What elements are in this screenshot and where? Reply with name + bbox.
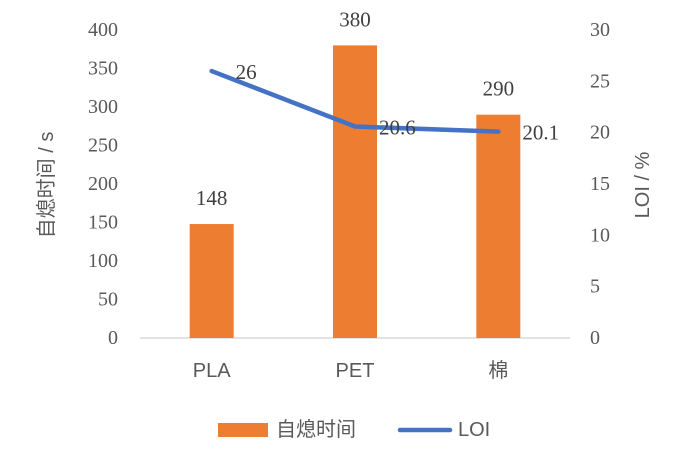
y2-tick-label: 30: [590, 19, 610, 41]
y2-tick-label: 15: [590, 173, 610, 195]
y-tick-label: 0: [108, 327, 118, 349]
data-labels: 148 380 290 26 20.6 20.1: [196, 7, 559, 210]
y-tick-label: 400: [88, 19, 118, 41]
x-category-label: PLA: [193, 360, 231, 382]
y-tick-label: 350: [88, 58, 118, 80]
y2-axis-title: LOI / %: [632, 151, 654, 218]
bar-data-label: 148: [196, 186, 228, 210]
y-axis-title: 自熄时间 / s: [35, 132, 58, 239]
line-data-label: 20.1: [522, 121, 559, 145]
y2-tick-label: 10: [590, 224, 610, 246]
y2-tick-label: 25: [590, 70, 610, 92]
line-data-label: 26: [236, 60, 257, 84]
axes: 0 50 100 150 200 250 300 350 400 0 5 10 15 20 25 30 PLA P…: [35, 19, 654, 382]
y-tick-label: 300: [88, 96, 118, 118]
x-category-label: 棉: [488, 359, 508, 382]
bar-data-label: 380: [339, 7, 371, 31]
y2-tick-label: 20: [590, 122, 610, 144]
legend-label-bar: 自熄时间: [276, 418, 356, 441]
y-tick-label: 50: [98, 289, 118, 311]
y-tick-label: 150: [88, 212, 118, 234]
y2-tick-label: 5: [590, 276, 600, 298]
bar-PLA: [189, 224, 234, 338]
y-tick-label: 200: [88, 173, 118, 195]
bar-data-label: 290: [483, 77, 515, 101]
legend-swatch-bar: [218, 423, 268, 437]
bar-PET: [333, 45, 377, 339]
y-tick-label: 250: [88, 135, 118, 157]
x-category-label: PET: [336, 360, 375, 382]
legend-label-line: LOI: [458, 419, 490, 441]
bar-棉: [476, 114, 521, 338]
line-data-label: 20.6: [379, 116, 416, 140]
bar-series: [189, 45, 521, 339]
y-tick-label: 100: [88, 250, 118, 272]
line-series: [209, 68, 501, 134]
y2-tick-label: 0: [590, 327, 600, 349]
legend: 自熄时间 LOI: [218, 418, 490, 441]
